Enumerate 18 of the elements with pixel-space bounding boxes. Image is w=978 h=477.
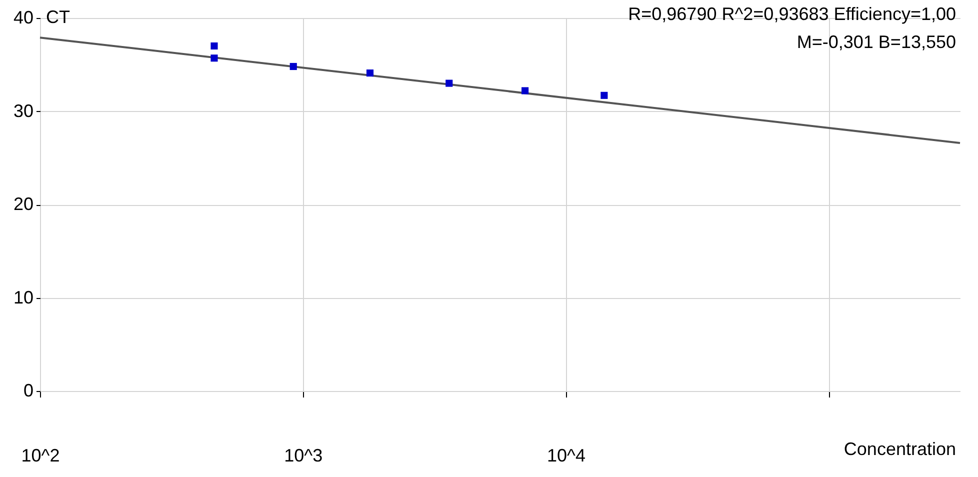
x-axis-title: Concentration [844, 439, 956, 459]
x-tick-label: 10^4 [547, 446, 586, 466]
y-tick-label: 10 [13, 287, 34, 308]
y-tick-label: 30 [13, 100, 34, 121]
point [290, 62, 297, 70]
point [366, 69, 374, 77]
point [210, 54, 218, 62]
y-tick-label: 20 [13, 194, 34, 214]
x-tick-label: 10^3 [284, 446, 323, 466]
annotation: M=-0,301 B=13,550 [796, 32, 956, 52]
point [522, 87, 529, 94]
annotation: R=0,96790 R^2=0,93683 Efficiency=1,00 [628, 4, 956, 24]
y-tick-label: 40 [13, 8, 34, 28]
point [446, 80, 453, 87]
y-tick-label: 0 [23, 380, 34, 400]
point [600, 92, 608, 99]
y-axis-title: CT [46, 7, 70, 27]
x-tick-label: 10^2 [21, 446, 60, 466]
